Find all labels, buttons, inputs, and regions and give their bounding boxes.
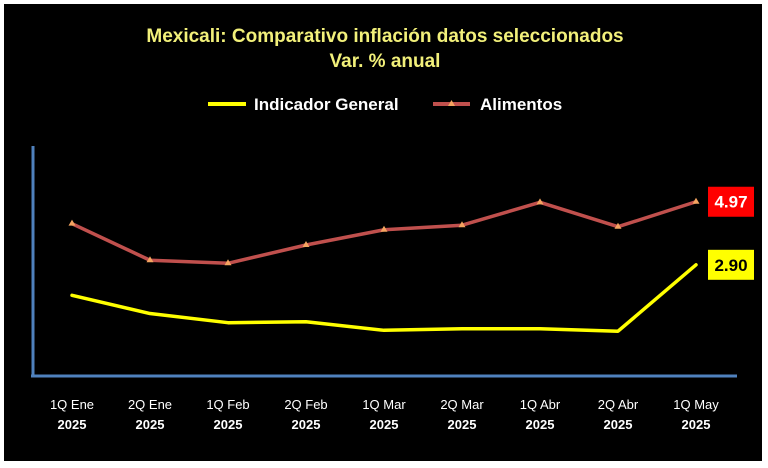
x-tick-label-5: 2Q Mar bbox=[440, 397, 484, 412]
legend: Indicador General Alimentos bbox=[208, 95, 562, 114]
x-tick-year-0: 2025 bbox=[58, 417, 87, 432]
series-1-point-5 bbox=[458, 221, 466, 228]
x-tick-label-2: 1Q Feb bbox=[206, 397, 249, 412]
x-tick-year-1: 2025 bbox=[136, 417, 165, 432]
end-labels: 4.97 2.90 bbox=[708, 186, 754, 280]
series-1-point-7 bbox=[614, 222, 622, 229]
series-1-point-6 bbox=[536, 198, 544, 205]
series-1-point-3 bbox=[302, 241, 310, 248]
series-1-point-0 bbox=[68, 219, 76, 226]
x-tick-label-7: 2Q Abr bbox=[598, 397, 639, 412]
series-line-0 bbox=[70, 263, 698, 333]
end-label-1: 2.90 bbox=[714, 256, 747, 275]
chart-title: Mexicali: Comparativo inflación datos se… bbox=[146, 26, 623, 47]
x-tick-year-5: 2025 bbox=[448, 417, 477, 432]
chart-background bbox=[4, 4, 762, 461]
legend-marker-1 bbox=[448, 100, 455, 106]
x-tick-label-4: 1Q Mar bbox=[362, 397, 406, 412]
x-tick-label-1: 2Q Ene bbox=[128, 397, 172, 412]
x-tick-year-4: 2025 bbox=[370, 417, 399, 432]
x-tick-year-2: 2025 bbox=[214, 417, 243, 432]
series-1-point-1 bbox=[146, 256, 154, 263]
chart-subtitle: Var. % anual bbox=[330, 51, 441, 72]
series-1-point-8 bbox=[692, 197, 700, 204]
end-label-0: 4.97 bbox=[714, 193, 747, 212]
legend-label-1: Alimentos bbox=[480, 95, 562, 114]
x-tick-labels: 1Q Ene 2025 2Q Ene 2025 1Q Feb 2025 2Q Feb 2025… bbox=[50, 397, 719, 432]
x-tick-label-6: 1Q Abr bbox=[520, 397, 561, 412]
x-tick-label-0: 1Q Ene bbox=[50, 397, 94, 412]
legend-label-0: Indicador General bbox=[254, 95, 399, 114]
x-tick-year-7: 2025 bbox=[604, 417, 633, 432]
x-tick-label-8: 1Q May bbox=[673, 397, 719, 412]
x-tick-label-3: 2Q Feb bbox=[284, 397, 327, 412]
end-label-box-0 bbox=[708, 186, 754, 217]
series-1-point-4 bbox=[380, 225, 388, 232]
x-tick-year-8: 2025 bbox=[682, 417, 711, 432]
x-tick-year-6: 2025 bbox=[526, 417, 555, 432]
end-label-box-1 bbox=[708, 249, 754, 280]
x-tick-year-3: 2025 bbox=[292, 417, 321, 432]
series-layer bbox=[68, 197, 700, 333]
series-1-point-2 bbox=[224, 259, 232, 266]
